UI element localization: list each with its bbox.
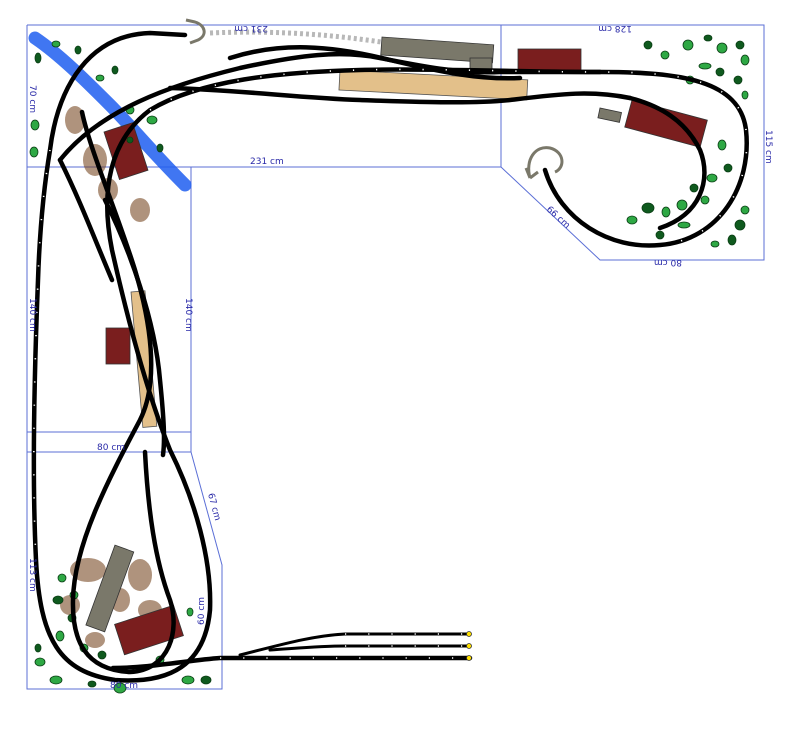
track-spur-yard-1 [238, 632, 472, 657]
track-right-branch [627, 95, 707, 231]
track-spur-lower [110, 655, 473, 671]
red-building-left-upper [103, 122, 149, 181]
dim-bottom-right: 80 cm [654, 257, 682, 267]
dim-top-right: 128 cm [598, 23, 632, 33]
board-top-right [500, 24, 765, 261]
track-upper-loop-curve [227, 45, 523, 81]
dim-cross: 80 cm [97, 443, 125, 453]
dim-right-side: 115 cm [763, 130, 773, 164]
structures [85, 36, 708, 656]
track-left-diverge-2 [57, 157, 115, 283]
track-spur-yard-2 [268, 644, 472, 652]
river [28, 31, 192, 192]
dim-top-hidden: 231 cm [234, 23, 268, 33]
turnaround-arrow [524, 146, 564, 180]
dim-lower-end: 60 cm [197, 597, 207, 625]
dim-bottom: 80 cm [110, 681, 138, 691]
dim-inner-middle: 140 cm [183, 298, 193, 332]
station-platform-top [338, 69, 529, 101]
red-building-left [105, 327, 131, 365]
staging-buffer [185, 18, 206, 45]
dim-left-middle: 140 cm [27, 298, 37, 332]
track-upper-passing [167, 85, 633, 105]
track-main-loop [31, 30, 749, 683]
track-left-diverge [102, 197, 167, 458]
track-outer-loop [31, 30, 749, 683]
grey-shed-right [597, 107, 622, 123]
red-building-lower [114, 604, 184, 656]
dim-diagonal-lower: 67 cm [205, 492, 222, 522]
red-building-right [624, 99, 708, 148]
dim-left-lower: 113 cm [27, 558, 37, 592]
dimension-labels: 231 cm 128 cm 231 cm 115 cm 66 cm 80 cm … [27, 23, 773, 691]
trees [29, 34, 750, 694]
buffer-stops [466, 631, 472, 661]
grey-shed-lower [85, 544, 135, 633]
track-upper-through [57, 51, 603, 163]
dim-left-upper: 70 cm [27, 85, 37, 113]
dim-middle: 231 cm [250, 157, 284, 167]
grey-shed-top [380, 36, 495, 64]
track-inner-loop [70, 109, 176, 675]
